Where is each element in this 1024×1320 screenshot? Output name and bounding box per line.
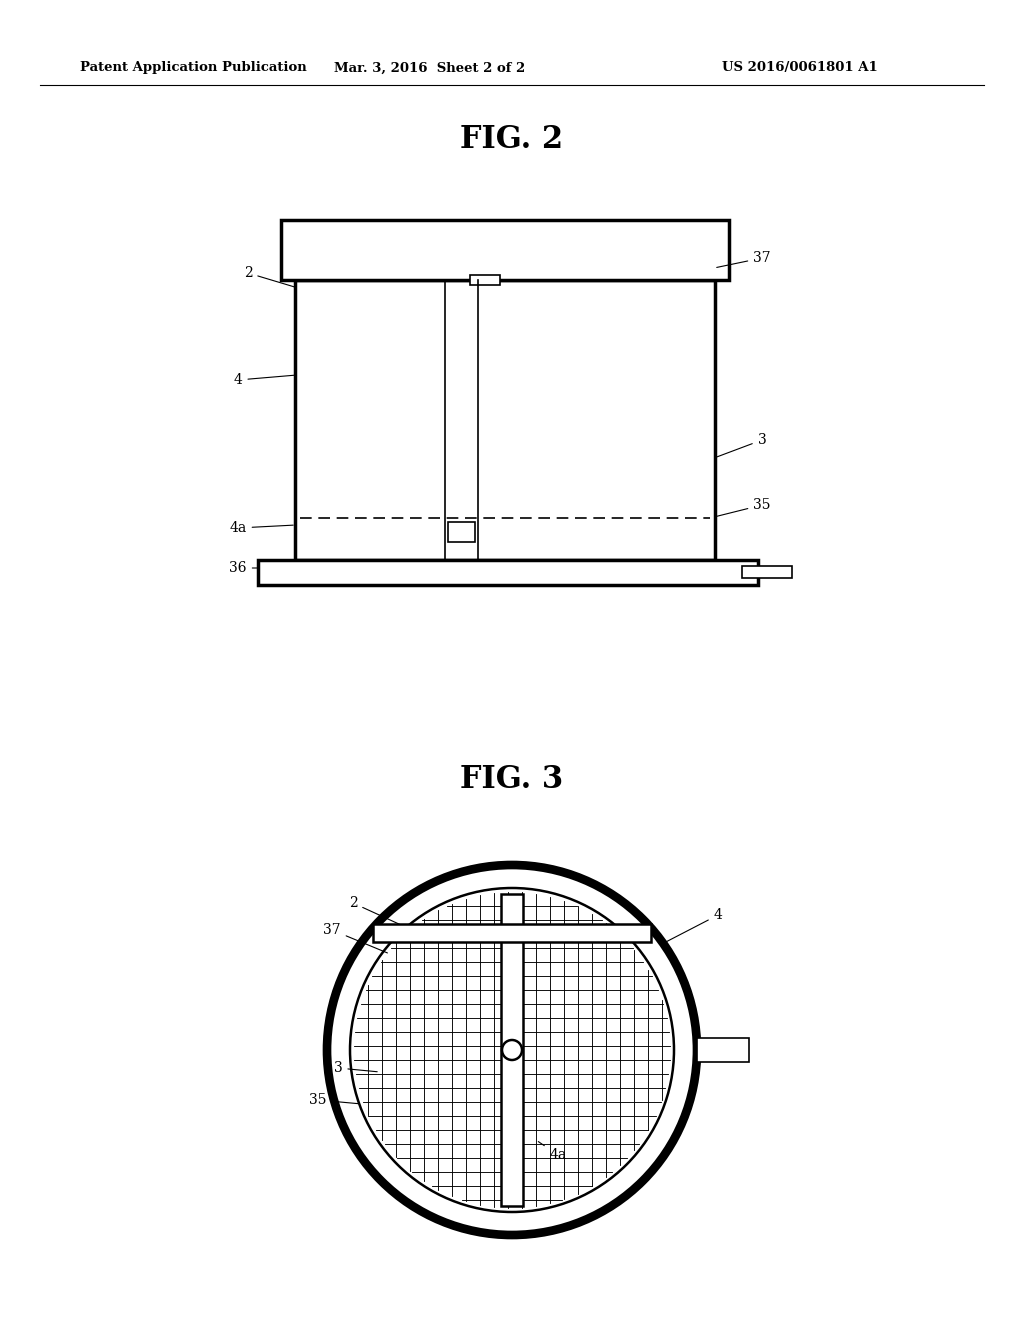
Text: 4: 4	[663, 908, 723, 944]
Bar	[258, 560, 758, 585]
Bar	[697, 1038, 749, 1063]
Text: 3: 3	[717, 433, 766, 457]
Text: Mar. 3, 2016  Sheet 2 of 2: Mar. 3, 2016 Sheet 2 of 2	[335, 62, 525, 74]
Bar	[449, 521, 475, 543]
Text: 36: 36	[229, 561, 257, 576]
Text: FIG. 2: FIG. 2	[461, 124, 563, 156]
Circle shape	[353, 891, 671, 1209]
Bar	[295, 280, 715, 560]
Text: 2: 2	[244, 267, 295, 288]
Text: 35: 35	[309, 1093, 359, 1107]
Text: 35: 35	[717, 498, 771, 516]
Text: US 2016/0061801 A1: US 2016/0061801 A1	[722, 62, 878, 74]
Bar	[742, 566, 792, 578]
Bar	[373, 924, 651, 941]
Text: 4: 4	[233, 374, 294, 387]
Bar	[501, 894, 523, 1206]
Bar	[281, 220, 729, 280]
Text: 4a: 4a	[229, 521, 293, 535]
Text: 2: 2	[348, 896, 410, 929]
Text: 37: 37	[324, 923, 387, 953]
Text: Patent Application Publication: Patent Application Publication	[80, 62, 307, 74]
Text: 3: 3	[334, 1061, 377, 1074]
Text: 37: 37	[717, 251, 771, 268]
Bar	[470, 275, 500, 285]
Text: 4a: 4a	[539, 1142, 566, 1162]
Text: FIG. 3: FIG. 3	[461, 764, 563, 796]
